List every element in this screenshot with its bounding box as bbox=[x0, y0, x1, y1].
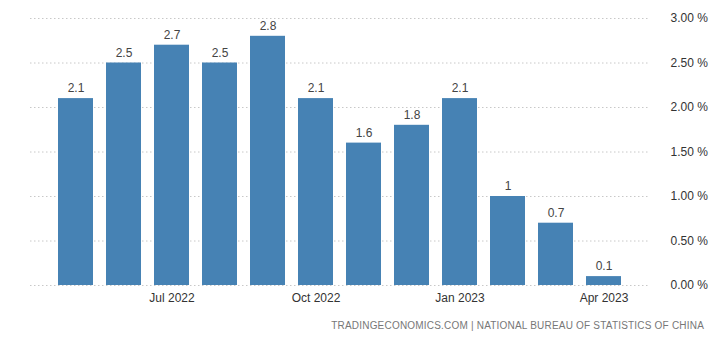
svg-text:1.8: 1.8 bbox=[404, 108, 421, 122]
svg-text:0.1: 0.1 bbox=[596, 259, 613, 273]
svg-text:Jan 2023: Jan 2023 bbox=[435, 291, 485, 305]
svg-text:2.5: 2.5 bbox=[212, 46, 229, 60]
svg-text:2.50 %: 2.50 % bbox=[671, 56, 709, 70]
svg-text:1.00 %: 1.00 % bbox=[671, 189, 709, 203]
svg-text:2.1: 2.1 bbox=[308, 81, 325, 95]
svg-text:1.50 %: 1.50 % bbox=[671, 145, 709, 159]
svg-text:2.1: 2.1 bbox=[452, 81, 469, 95]
html-text:TRADINGECONOMICS.COM | NATIONA: TRADINGECONOMICS.COM | NATIONAL BUREAU O… bbox=[331, 320, 704, 331]
svg-text:0.00 %: 0.00 % bbox=[671, 278, 709, 292]
svg-text:1: 1 bbox=[505, 179, 512, 193]
svg-text:2.00 %: 2.00 % bbox=[671, 100, 709, 114]
svg-text:3.00 %: 3.00 % bbox=[671, 11, 709, 25]
svg-text:0.7: 0.7 bbox=[548, 206, 565, 220]
svg-text:Jul 2022: Jul 2022 bbox=[149, 291, 195, 305]
svg-text:2.1: 2.1 bbox=[68, 81, 85, 95]
svg-text:0.50 %: 0.50 % bbox=[671, 234, 709, 248]
svg-text:2.7: 2.7 bbox=[164, 28, 181, 42]
svg-text:2.5: 2.5 bbox=[116, 46, 133, 60]
svg-text:1.6: 1.6 bbox=[356, 126, 373, 140]
svg-text:Apr 2023: Apr 2023 bbox=[580, 291, 629, 305]
svg-text:Oct 2022: Oct 2022 bbox=[292, 291, 341, 305]
svg-text:2.8: 2.8 bbox=[260, 19, 277, 33]
